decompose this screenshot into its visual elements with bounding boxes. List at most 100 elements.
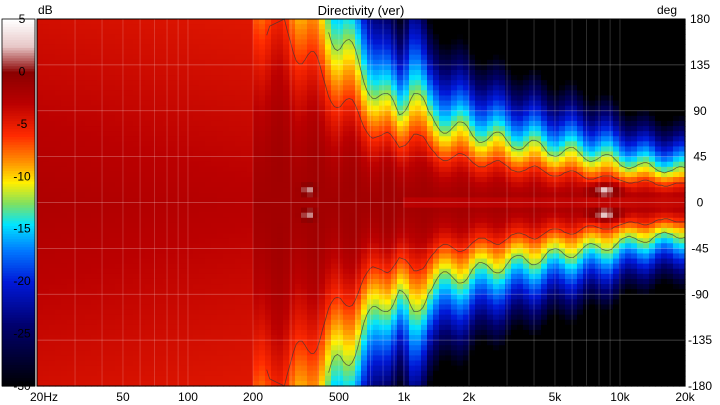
heatmap-cell: [277, 294, 284, 300]
heatmap-cell: [331, 115, 338, 122]
heatmap-cell: [289, 238, 296, 244]
heatmap-cell: [67, 319, 74, 326]
heatmap-cell: [73, 141, 80, 148]
heatmap-cell: [169, 131, 176, 137]
heatmap-cell: [37, 136, 44, 142]
heatmap-cell: [217, 177, 224, 183]
heatmap-cell: [361, 304, 368, 311]
heatmap-cell: [187, 340, 194, 346]
heatmap-cell: [55, 85, 62, 91]
heatmap-cell: [421, 227, 428, 234]
heatmap-cell: [397, 49, 404, 56]
heatmap-cell: [433, 161, 440, 168]
heatmap-cell: [247, 136, 254, 142]
heatmap-cell: [217, 182, 224, 188]
heatmap-cell: [175, 299, 182, 306]
heatmap-cell: [391, 212, 398, 219]
heatmap-cell: [109, 248, 116, 255]
heatmap-cell: [157, 131, 164, 137]
colorbar-segment: [2, 383, 35, 387]
heatmap-cell: [235, 268, 242, 275]
heatmap-cell: [361, 95, 368, 102]
heatmap-cell: [229, 69, 236, 76]
heatmap-cell: [121, 115, 128, 122]
heatmap-cell: [253, 146, 260, 153]
heatmap-cell: [283, 258, 290, 265]
heatmap-cell: [415, 258, 422, 265]
heatmap-cell: [115, 85, 122, 91]
heatmap-cell: [127, 243, 134, 249]
heatmap-cell: [241, 355, 248, 362]
heatmap-cell: [235, 222, 242, 229]
heatmap-cell: [439, 110, 446, 117]
colorbar-segment: [2, 233, 35, 238]
heatmap-cell: [235, 340, 242, 346]
heatmap-cell: [163, 44, 170, 51]
heatmap-cell: [409, 289, 416, 295]
heatmap-cell: [373, 284, 380, 290]
heatmap-cell: [163, 187, 170, 193]
heatmap-cell: [127, 355, 134, 362]
heatmap-cell: [301, 182, 308, 188]
heatmap-cell: [103, 273, 110, 280]
heatmap-cell: [271, 100, 278, 107]
heatmap-cell: [355, 182, 362, 188]
heatmap-cell: [103, 233, 110, 239]
heatmap-cell: [187, 131, 194, 137]
heatmap-cell: [67, 29, 74, 35]
heatmap-cell: [91, 309, 98, 316]
heatmap-cell: [79, 263, 86, 270]
heatmap-cell: [415, 289, 422, 295]
heatmap-cell: [133, 335, 140, 341]
heatmap-cell: [391, 110, 398, 117]
heatmap-cell: [73, 75, 80, 81]
heatmap-cell: [97, 248, 104, 255]
heatmap-cell: [361, 258, 368, 265]
heatmap-cell: [313, 345, 320, 351]
heatmap-cell: [385, 319, 392, 326]
heatmap-cell: [427, 243, 434, 249]
heatmap-cell: [415, 85, 422, 91]
heatmap-cell: [367, 69, 374, 76]
heatmap-cell: [43, 345, 50, 351]
heatmap-cell: [157, 156, 164, 163]
heatmap-cell: [277, 59, 284, 66]
heatmap-cell: [391, 375, 398, 382]
heatmap-cell: [115, 289, 122, 295]
heatmap-cell: [373, 319, 380, 326]
heatmap-cell: [397, 238, 404, 244]
heatmap-cell: [139, 370, 146, 377]
heatmap-cell: [349, 115, 356, 122]
heatmap-cell: [319, 131, 326, 137]
heatmap-cell: [331, 370, 338, 377]
heatmap-cell: [373, 156, 380, 163]
heatmap-cell: [289, 131, 296, 137]
heatmap-cell: [175, 350, 182, 357]
colorbar-segment: [2, 354, 35, 358]
heatmap-cell: [433, 304, 440, 311]
heatmap-cell: [199, 166, 206, 173]
heatmap-cell: [181, 314, 188, 321]
heatmap-cell: [325, 299, 332, 306]
heatmap-cell: [289, 222, 296, 229]
heatmap-cell: [295, 355, 302, 362]
heatmap-cell: [313, 54, 320, 61]
heatmap-cell: [337, 248, 344, 255]
heatmap-cell: [253, 227, 260, 234]
heatmap-cell: [235, 131, 242, 137]
heatmap-cell: [343, 294, 350, 300]
heatmap-cell: [67, 161, 74, 168]
colorbar-segment: [2, 186, 35, 190]
heatmap-cell: [181, 182, 188, 188]
heatmap-cell: [349, 69, 356, 76]
heatmap-cell: [379, 324, 386, 331]
heatmap-cell: [139, 365, 146, 372]
heatmap-cell: [355, 105, 362, 112]
heatmap-cell: [127, 69, 134, 76]
heatmap-cell: [355, 365, 362, 372]
heatmap-cell: [397, 340, 404, 346]
heatmap-cell: [319, 171, 326, 178]
heatmap-cell: [355, 156, 362, 163]
heatmap-cell: [385, 222, 392, 229]
heatmap-cell: [205, 212, 212, 219]
